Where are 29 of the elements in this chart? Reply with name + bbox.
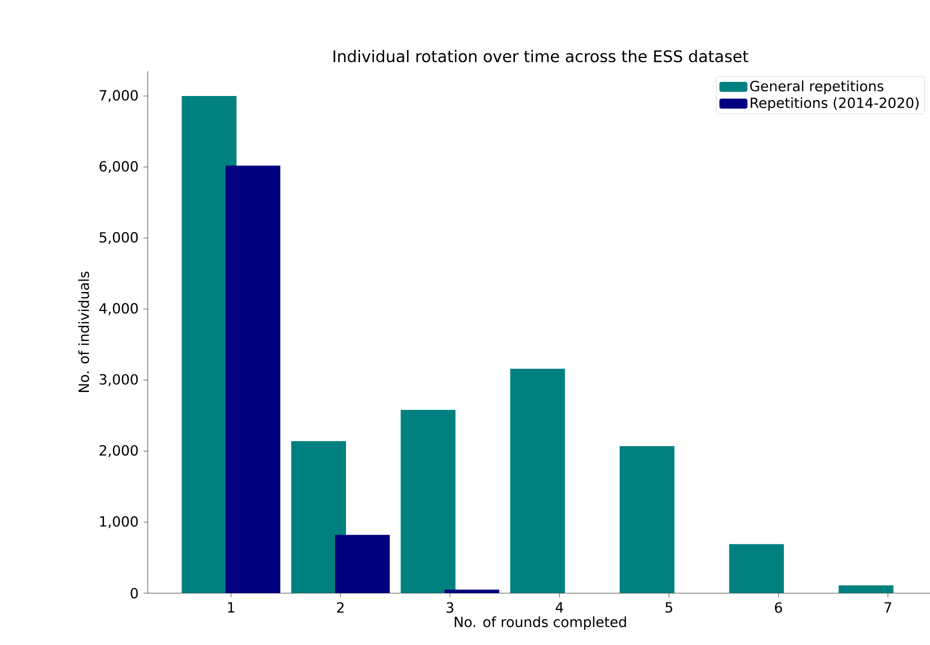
y-tick-label: 3,000	[100, 374, 138, 386]
bar	[400, 410, 456, 594]
y-axis-title: No. of individuals	[78, 272, 90, 392]
y-tick-label: 0	[130, 588, 138, 598]
x-tick-label: 1	[228, 602, 234, 612]
y-tick-label: 4,000	[99, 303, 138, 316]
bar	[620, 446, 674, 594]
x-tick-label: 3	[446, 602, 454, 613]
bar	[510, 368, 565, 594]
legend-label: General repetitions	[750, 80, 884, 94]
bar	[729, 544, 784, 594]
x-axis-title: No. of rounds completed	[454, 616, 626, 630]
y-tick-label: 6,000	[100, 161, 138, 174]
legend-label: Repetitions (2014-2020)	[750, 97, 919, 111]
chart-title: Individual rotation over time across the ESS dataset	[334, 50, 748, 62]
bar	[838, 585, 894, 594]
y-tick-label: 5,000	[100, 232, 138, 244]
x-tick-label: 6	[774, 602, 782, 613]
y-tick-label: 2,000	[100, 445, 138, 458]
x-tick-label: 7	[884, 602, 892, 612]
x-tick-label: 5	[666, 602, 672, 613]
bar	[444, 590, 500, 594]
bar	[226, 166, 280, 594]
x-tick-label: 4	[556, 602, 564, 612]
y-tick-label: 1,000	[100, 516, 138, 528]
bar	[291, 441, 346, 594]
y-tick-label: 7,000	[100, 90, 138, 102]
bar	[335, 534, 390, 594]
x-tick-label: 2	[337, 602, 344, 613]
